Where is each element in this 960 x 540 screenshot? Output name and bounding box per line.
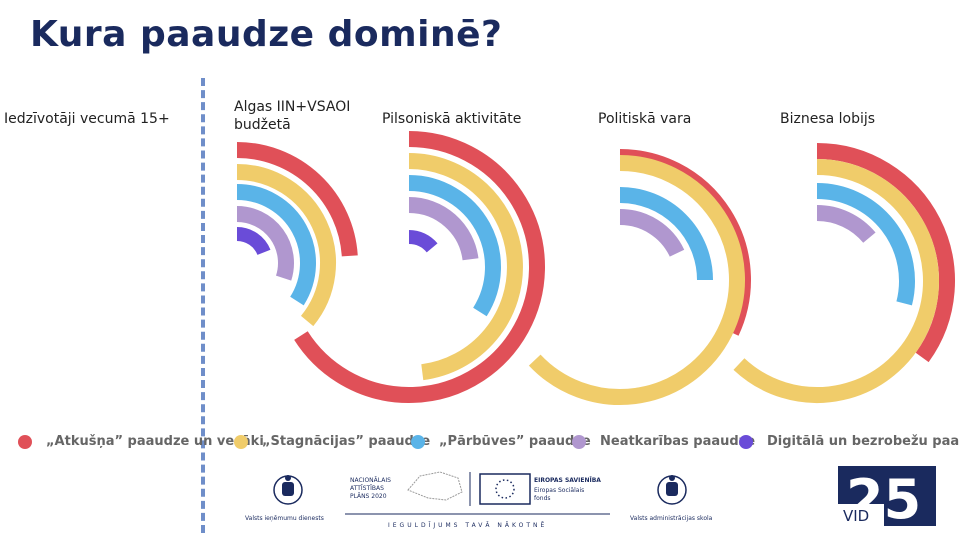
radial-bar-4-neatkaribas — [816, 205, 876, 244]
radial-bar-1-digitala — [236, 227, 271, 256]
legend-label-digitala: Digitālā un bezrobežu paaudze — [767, 434, 960, 449]
column-label-business-lobby: Biznesa lobijs — [780, 111, 876, 127]
page-title: Kura paaudze dominē? — [30, 14, 503, 55]
radial-bar-2-parbuves — [408, 175, 501, 317]
legend-label-stagnacijas: „Stagnācijas” paaudze — [262, 434, 431, 449]
radial-bar-2-atkusna — [294, 131, 545, 403]
legend-item-parbuves: „Pārbūves” paaudze — [411, 434, 591, 449]
legend: „Atkušņa” paaudze un vecāki „Stagnācijas… — [18, 434, 960, 456]
legend-item-neatkaribas: Neatkarības paaudze — [572, 434, 755, 449]
radial-bar-4-parbuves — [816, 183, 915, 306]
column-label-population: Iedzīvotāji vecumā 15+ — [4, 111, 170, 127]
radial-bar-1-stagnacijas — [236, 164, 336, 327]
column-label-salaries: Algas IIN+VSAOI budžetā — [234, 99, 351, 133]
radial-bar-3-neatkaribas — [619, 209, 685, 257]
radial-bar-4-atkusna — [816, 143, 955, 363]
legend-dot-digitala — [739, 434, 753, 449]
radial-bar-1-atkusna — [236, 142, 358, 257]
radial-bar-2-stagnacijas — [408, 153, 523, 381]
dashed-divider — [201, 78, 205, 533]
radial-bar-2-digitala — [408, 230, 438, 253]
legend-dot-atkusna — [18, 434, 32, 449]
legend-item-stagnacijas: „Stagnācijas” paaudze — [234, 434, 430, 449]
radial-bar-1-parbuves — [236, 184, 316, 306]
legend-dot-stagnacijas — [234, 434, 248, 449]
legend-item-atkusna: „Atkušņa” paaudze un vecāki — [18, 434, 264, 449]
radial-bar-4-stagnacijas — [733, 159, 939, 403]
radial-bar-1-neatkaribas — [236, 206, 294, 281]
radial-bar-2-neatkaribas — [408, 197, 479, 261]
legend-dot-neatkaribas — [572, 434, 586, 449]
legend-item-digitala: Digitālā un bezrobežu paaudze — [739, 434, 960, 449]
column-label-political-power: Politiskā vara — [598, 111, 692, 127]
radial-bar-3-stagnacijas — [528, 155, 745, 405]
column-label-civic-activity: Pilsoniskā aktivitāte — [382, 111, 522, 127]
legend-label-neatkaribas: Neatkarības paaudze — [600, 434, 756, 449]
legend-label-parbuves: „Pārbūves” paaudze — [439, 434, 591, 449]
legend-label-atkusna: „Atkušņa” paaudze un vecāki — [46, 434, 264, 449]
legend-dot-parbuves — [411, 434, 425, 449]
radial-bar-3-parbuves — [619, 187, 713, 281]
